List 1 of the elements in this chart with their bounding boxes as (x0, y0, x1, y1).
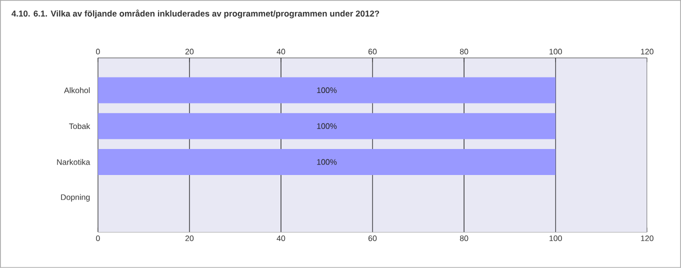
chart-title: 4.10. 6.1. Vilka av följande områden inkluderades av programmet/programmen under 2012? (12, 10, 380, 18)
